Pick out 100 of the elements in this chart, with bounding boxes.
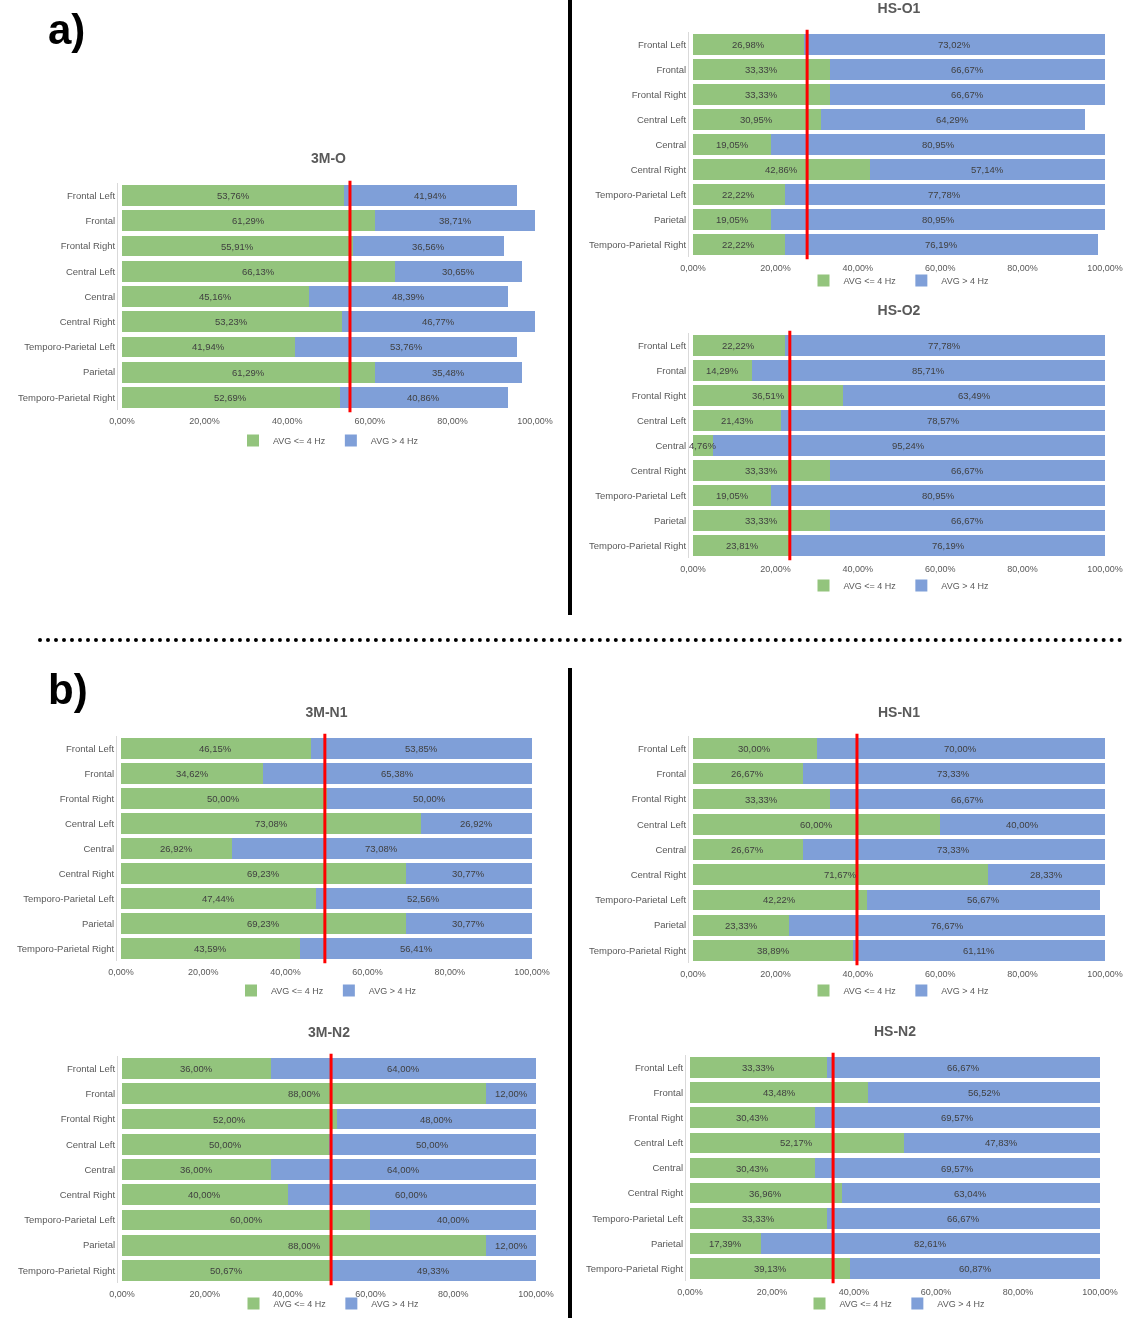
legend-label: AVG <= 4 Hz [273, 1299, 327, 1310]
chart-title: 3M-O [311, 149, 347, 166]
data-label: 30,77% [452, 918, 485, 929]
x-tick-label: 20,00% [189, 1289, 221, 1299]
data-label: 30,65% [442, 266, 475, 277]
x-tick-label: 40,00% [272, 1289, 303, 1299]
bar [122, 387, 340, 408]
bar [802, 763, 1105, 785]
data-label: 33,33% [745, 64, 778, 75]
data-label: 80,95% [922, 490, 955, 501]
bar [693, 839, 803, 860]
y-tick-label: Temporo-Parietal Left [592, 1212, 684, 1224]
y-tick-label: Central Left [636, 113, 687, 125]
y-tick-label: Frontal Right [631, 793, 687, 805]
bar [122, 210, 376, 232]
data-label: 53,76% [390, 341, 423, 352]
bar [339, 387, 509, 408]
legend-label: AVG <= 4 Hz [843, 276, 897, 287]
data-label: 23,33% [725, 920, 758, 931]
bar [820, 109, 1086, 130]
bar [693, 335, 785, 356]
bar [315, 888, 532, 909]
data-label: 26,67% [731, 768, 764, 779]
chart-title: HS-N1 [877, 703, 921, 720]
legend-label: AVG <= 4 Hz [271, 986, 324, 997]
y-tick-label: Frontal Left [67, 1062, 116, 1074]
x-tick-label: 40,00% [838, 1287, 870, 1297]
y-tick-label: Central Left [633, 1137, 684, 1149]
data-label: 40,00% [437, 1214, 470, 1225]
data-label: 50,00% [207, 793, 240, 804]
bar [940, 813, 1105, 835]
x-tick-label: 80,00% [1007, 564, 1038, 574]
data-label: 26,92% [460, 818, 493, 829]
bar [761, 1233, 1100, 1254]
x-tick-label: 100,00% [1082, 1287, 1118, 1297]
data-label: 21,43% [721, 415, 754, 426]
data-label: 64,00% [387, 1063, 420, 1074]
bar [310, 738, 532, 759]
bar [121, 913, 406, 934]
legend-label: AVG <= 4 Hz [843, 986, 897, 997]
data-label: 52,00% [213, 1114, 246, 1125]
data-label: 55,91% [221, 241, 254, 252]
bar [122, 1083, 487, 1105]
bar [830, 59, 1105, 80]
bar [121, 813, 422, 834]
x-tick-label: 80,00% [434, 967, 466, 977]
data-label: 52,56% [407, 893, 440, 904]
bar [693, 410, 782, 431]
data-label: 66,67% [951, 515, 984, 526]
data-label: 35,48% [432, 367, 465, 378]
data-label: 60,00% [800, 819, 833, 830]
bar [341, 311, 535, 333]
y-tick-label: Central Right [630, 163, 687, 175]
y-tick-label: Parietal [653, 919, 687, 931]
data-label: 42,86% [765, 164, 798, 175]
y-tick-label: Central Right [58, 867, 115, 879]
data-label: 88,00% [288, 1088, 321, 1099]
bar [693, 360, 752, 381]
bar [843, 385, 1105, 406]
data-label: 45,16% [199, 291, 232, 302]
chart-title: HS-N2 [873, 1022, 917, 1039]
bar [693, 813, 941, 835]
x-tick-label: 20,00% [756, 1287, 788, 1297]
y-tick-label: Frontal Left [638, 339, 687, 351]
bar [693, 385, 844, 406]
legend-label: AVG > 4 Hz [937, 1299, 985, 1310]
bar [308, 286, 509, 307]
data-label: 69,57% [941, 1163, 974, 1174]
chart-title: HS-O2 [877, 301, 921, 318]
bar [784, 184, 1105, 205]
data-label: 85,71% [912, 365, 945, 376]
data-label: 19,05% [716, 490, 749, 501]
legend-label: AVG > 4 Hz [941, 986, 989, 997]
bar [122, 1184, 288, 1206]
x-tick-label: 80,00% [1002, 1287, 1034, 1297]
bar [122, 185, 345, 206]
y-tick-label: Frontal Left [638, 38, 687, 50]
bar [802, 839, 1105, 860]
bar [122, 361, 376, 383]
bar [693, 460, 831, 481]
x-tick-label: 0,00% [109, 1289, 135, 1299]
data-label: 43,48% [763, 1087, 796, 1098]
y-tick-label: Frontal [656, 364, 687, 376]
data-label: 82,61% [914, 1238, 947, 1249]
bar [789, 914, 1105, 936]
data-label: 73,33% [937, 844, 970, 855]
bar [826, 1207, 1100, 1229]
y-tick-label: Temporo-Parietal Right [588, 539, 687, 551]
data-label: 26,67% [731, 844, 764, 855]
data-label: 22,22% [722, 340, 755, 351]
bar [271, 1159, 536, 1180]
x-tick-label: 0,00% [677, 1287, 703, 1297]
bar [122, 1209, 371, 1231]
x-tick-label: 100,00% [1087, 969, 1123, 979]
data-label: 60,00% [230, 1214, 263, 1225]
bar [693, 184, 785, 205]
bar [690, 1082, 869, 1103]
bar [693, 788, 831, 810]
y-tick-label: Parietal [650, 1237, 684, 1249]
data-label: 66,67% [951, 89, 984, 100]
